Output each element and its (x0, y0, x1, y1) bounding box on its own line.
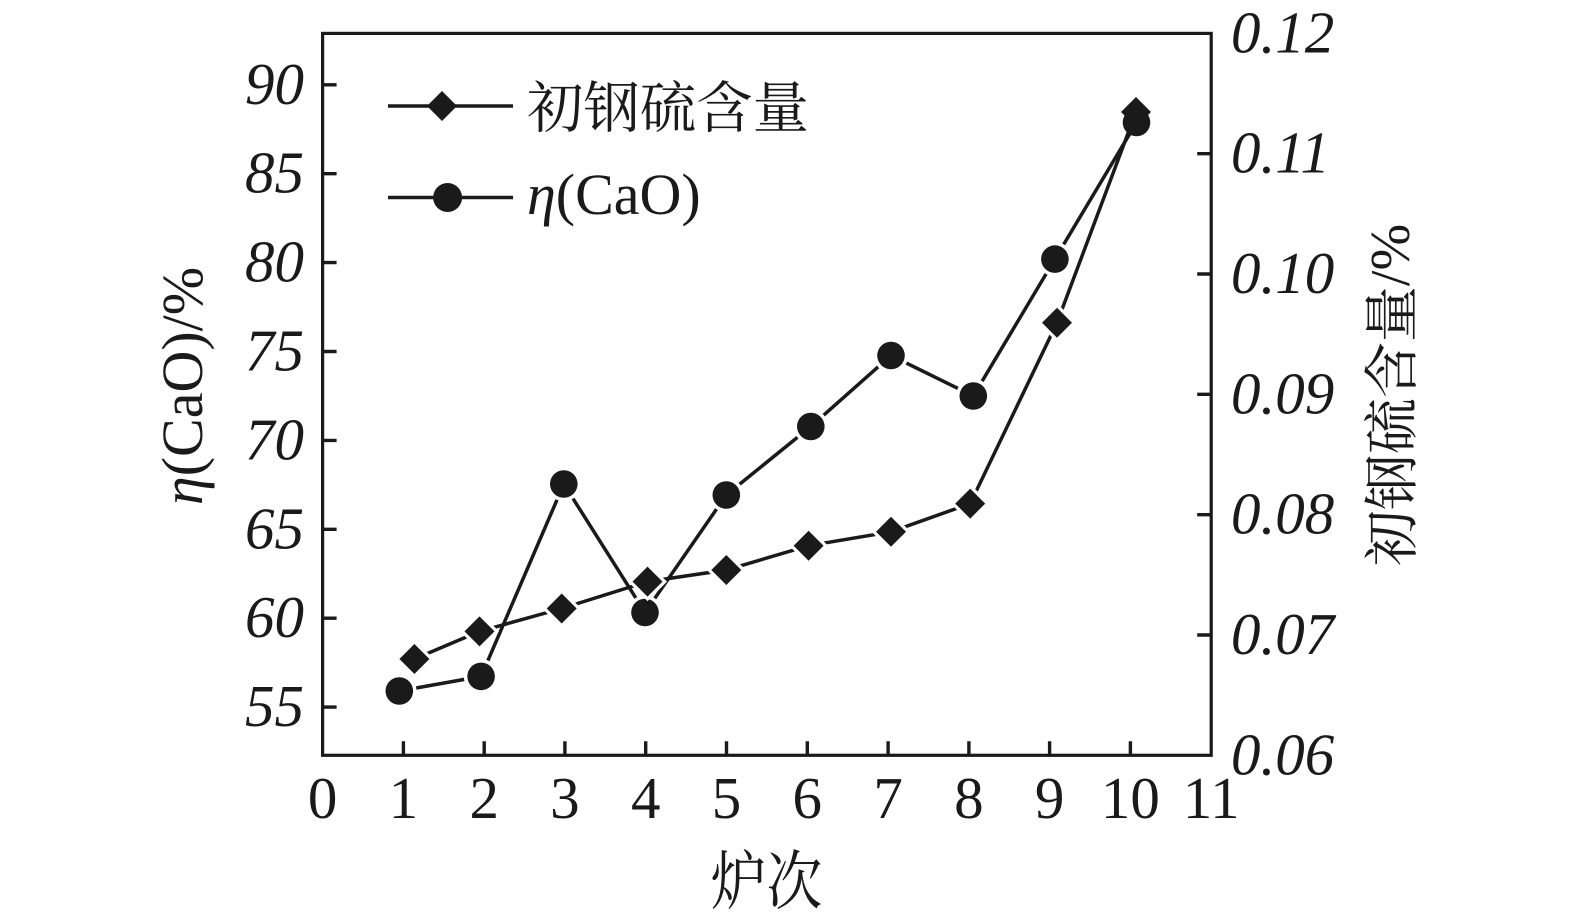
svg-text:11: 11 (1183, 765, 1240, 831)
svg-text:10: 10 (1101, 765, 1160, 831)
svg-text:0.06: 0.06 (1231, 721, 1335, 787)
svg-text:85: 85 (245, 140, 304, 206)
svg-text:55: 55 (245, 673, 304, 739)
svg-text:75: 75 (245, 318, 304, 384)
svg-text:80: 80 (245, 229, 304, 295)
svg-text:0.12: 0.12 (1231, 0, 1334, 65)
svg-text:7: 7 (873, 765, 903, 831)
svg-text:90: 90 (245, 51, 304, 117)
svg-text:0.11: 0.11 (1231, 120, 1330, 186)
svg-text:/%: /% (1360, 224, 1422, 286)
svg-text:0.10: 0.10 (1231, 240, 1334, 306)
svg-text:2: 2 (469, 765, 499, 831)
svg-text:5: 5 (712, 765, 742, 831)
svg-text:1: 1 (389, 765, 419, 831)
svg-text:6: 6 (793, 765, 823, 831)
svg-text:8: 8 (954, 765, 984, 831)
svg-text:0.09: 0.09 (1231, 360, 1334, 426)
svg-text:70: 70 (245, 406, 304, 472)
svg-text:3: 3 (550, 765, 580, 831)
svg-text:60: 60 (245, 584, 304, 650)
svg-text:4: 4 (631, 765, 661, 831)
svg-text:η(CaO): η(CaO) (527, 162, 701, 227)
svg-text:65: 65 (245, 495, 304, 561)
svg-text:0.07: 0.07 (1231, 601, 1337, 667)
svg-text:0.08: 0.08 (1231, 481, 1334, 547)
svg-text:9: 9 (1035, 765, 1065, 831)
svg-text:0: 0 (308, 765, 338, 831)
svg-text:η(CaO)/%: η(CaO)/% (150, 267, 215, 505)
